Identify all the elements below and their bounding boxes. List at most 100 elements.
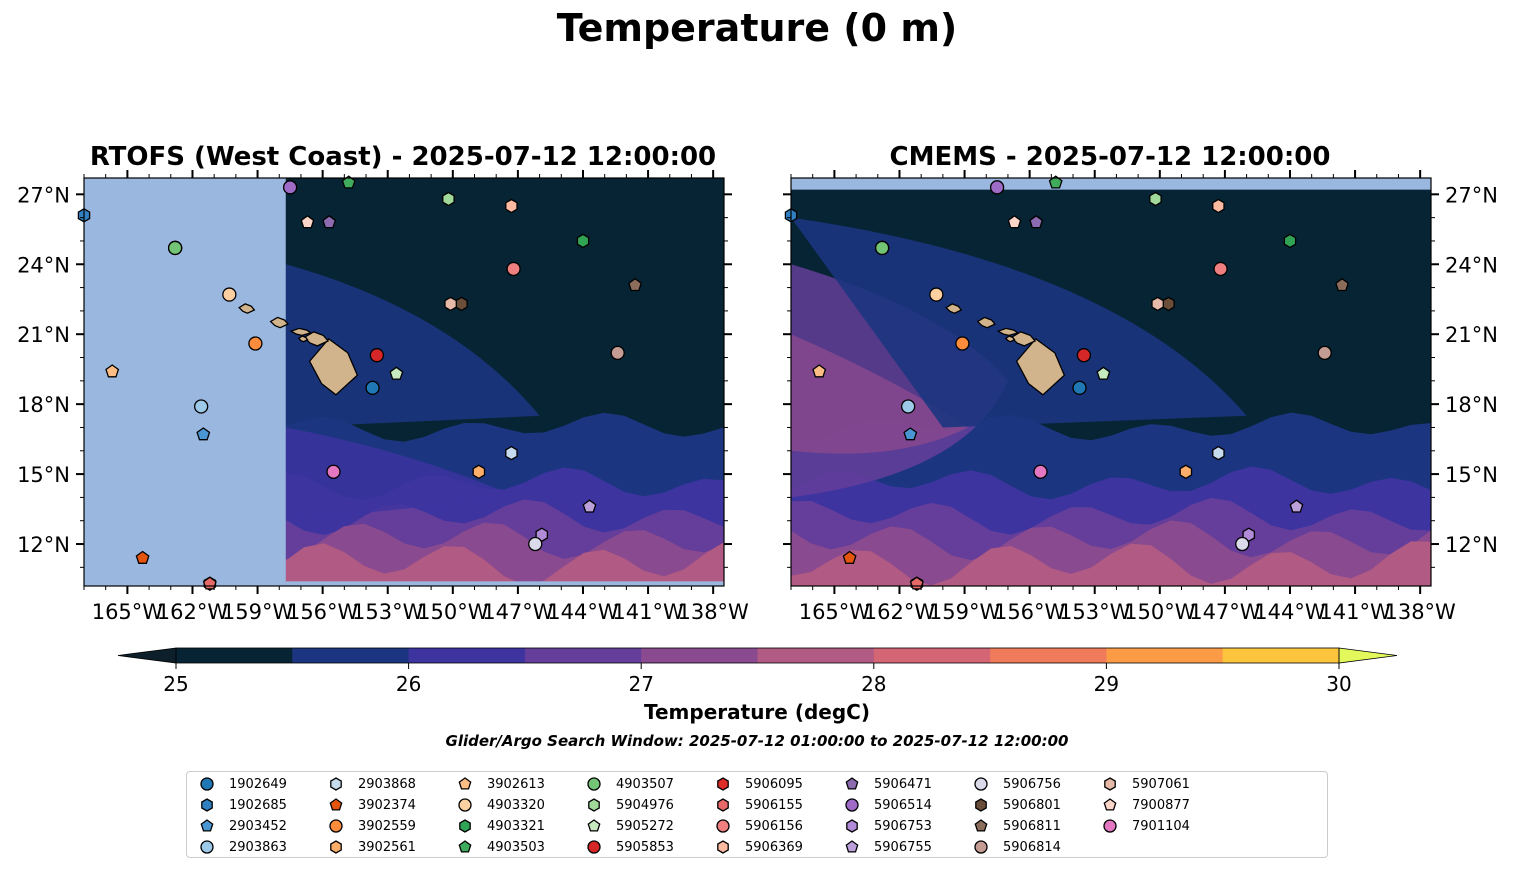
legend-item-4903321: 4903321 [457, 816, 545, 836]
legend-marker [587, 840, 601, 854]
legend-item-3902613: 3902613 [457, 774, 545, 794]
float-marker-5906369 [1212, 198, 1225, 214]
legend-label: 5906801 [1003, 797, 1061, 813]
legend-item-5906095: 5906095 [715, 774, 803, 794]
legend-label: 7900877 [1132, 797, 1190, 813]
island [996, 327, 1020, 337]
legend-item-1902685: 1902685 [199, 795, 287, 815]
x-tick-label: 153°W [352, 600, 424, 624]
legend-marker [458, 840, 472, 853]
colorbar-bin [176, 648, 293, 663]
legend-marker-hexagon [330, 840, 342, 854]
legend-label: 1902649 [229, 776, 287, 792]
colorbar-tick-label: 29 [1094, 672, 1119, 696]
float-marker-5905853 [369, 348, 385, 363]
legend-item-5906801: 5906801 [973, 795, 1061, 815]
y-tick-label: 21°N [17, 323, 70, 347]
float-marker-1902649 [365, 380, 380, 395]
island [289, 327, 313, 337]
x-tick-label: 153°W [1059, 600, 1131, 624]
legend-marker-pentagon [1103, 798, 1117, 811]
legend-label: 4903507 [616, 776, 674, 792]
x-tick-label: 156°W [287, 600, 359, 624]
float-marker-3902561 [472, 464, 486, 480]
legend-marker [330, 777, 342, 791]
map-panel-1: 165°W162°W159°W156°W153°W150°W147°W144°W… [783, 170, 1498, 624]
legend-marker [459, 819, 471, 833]
float-marker-2903452 [903, 427, 918, 441]
colorbar-bin [1106, 648, 1224, 663]
x-tick-label: 144°W [1254, 600, 1326, 624]
legend-marker-hexagon [201, 798, 213, 812]
legend-marker [974, 777, 988, 791]
legend-marker [975, 798, 987, 812]
float-marker-5906755 [1289, 499, 1304, 513]
float-marker-4903320 [929, 287, 944, 302]
float-marker-5906369 [505, 198, 518, 214]
legend-item-5905853: 5905853 [586, 837, 674, 857]
x-tick-label: 150°W [417, 600, 489, 624]
float-marker-4903503 [341, 175, 356, 189]
legend-marker-hexagon [330, 777, 342, 791]
legend-marker [717, 777, 729, 791]
legend-item-5906814: 5906814 [973, 837, 1061, 857]
x-tick-label: 156°W [994, 600, 1066, 624]
legend-label: 5906811 [1003, 818, 1061, 834]
island [1015, 337, 1066, 396]
legend-label: 5905853 [616, 839, 674, 855]
legend-marker-pentagon [458, 777, 472, 790]
x-tick-label: 159°W [929, 600, 1001, 624]
legend-item-4903507: 4903507 [586, 774, 674, 794]
float-marker-5907061 [1151, 296, 1164, 312]
colorbar-tick-label: 26 [396, 672, 421, 696]
float-marker-5905272 [389, 366, 404, 380]
colorbar-bin [873, 648, 991, 663]
colorbar-bin [1222, 648, 1340, 663]
legend-marker-circle [329, 819, 343, 833]
legend-item-5906755: 5906755 [844, 837, 932, 857]
float-legend: 1902649 1902685 2903452 2903863 2903868 39023… [186, 771, 1328, 858]
colorbar: 25 26 27 28 29 30 [117, 647, 1398, 696]
legend-label: 5907061 [1132, 776, 1190, 792]
float-marker-5906811 [628, 277, 642, 292]
float-marker-5905853 [1076, 348, 1092, 363]
legend-marker-circle [974, 777, 988, 791]
float-marker-5905272 [1096, 366, 1111, 380]
float-marker-7901104 [326, 464, 341, 479]
legend-label: 4903320 [487, 797, 545, 813]
float-marker-5907061 [444, 296, 457, 312]
float-marker-5906514 [282, 180, 298, 195]
legend-marker [974, 840, 988, 854]
legend-label: 2903452 [229, 818, 287, 834]
x-tick-label: 165°W [92, 600, 164, 624]
legend-marker [717, 798, 729, 812]
float-marker-1902649 [1072, 380, 1087, 395]
y-tick-label: 18°N [17, 393, 70, 417]
legend-marker [200, 840, 214, 854]
legend-label: 3902559 [358, 818, 416, 834]
legend-label: 3902561 [358, 839, 416, 855]
y-tick-label: 24°N [17, 253, 70, 277]
island [945, 303, 963, 314]
sst-band [285, 427, 518, 521]
legend-item-5906514: 5906514 [844, 795, 932, 815]
legend-marker [329, 819, 343, 833]
nodata-region [791, 178, 1431, 190]
float-marker-7900877 [1007, 214, 1022, 229]
legend-item-3902559: 3902559 [328, 816, 416, 836]
legend-item-7901104: 7901104 [1102, 816, 1190, 836]
legend-marker-pentagon [458, 840, 472, 853]
legend-item-4903320: 4903320 [457, 795, 545, 815]
x-tick-label: 150°W [1124, 600, 1196, 624]
sst-tongue [791, 334, 968, 454]
search-window-caption: Glider/Argo Search Window: 2025-07-12 01… [445, 732, 1069, 750]
legend-item-5904976: 5904976 [586, 795, 674, 815]
legend-label: 5905272 [616, 818, 674, 834]
legend-item-5906756: 5906756 [973, 774, 1061, 794]
legend-item-5907061: 5907061 [1102, 774, 1190, 794]
legend-marker-hexagon [588, 798, 600, 812]
float-marker-7901104 [1033, 464, 1048, 479]
float-marker-5906811 [1335, 277, 1349, 292]
legend-marker-circle [1103, 819, 1117, 833]
legend-label: 5906756 [1003, 776, 1061, 792]
